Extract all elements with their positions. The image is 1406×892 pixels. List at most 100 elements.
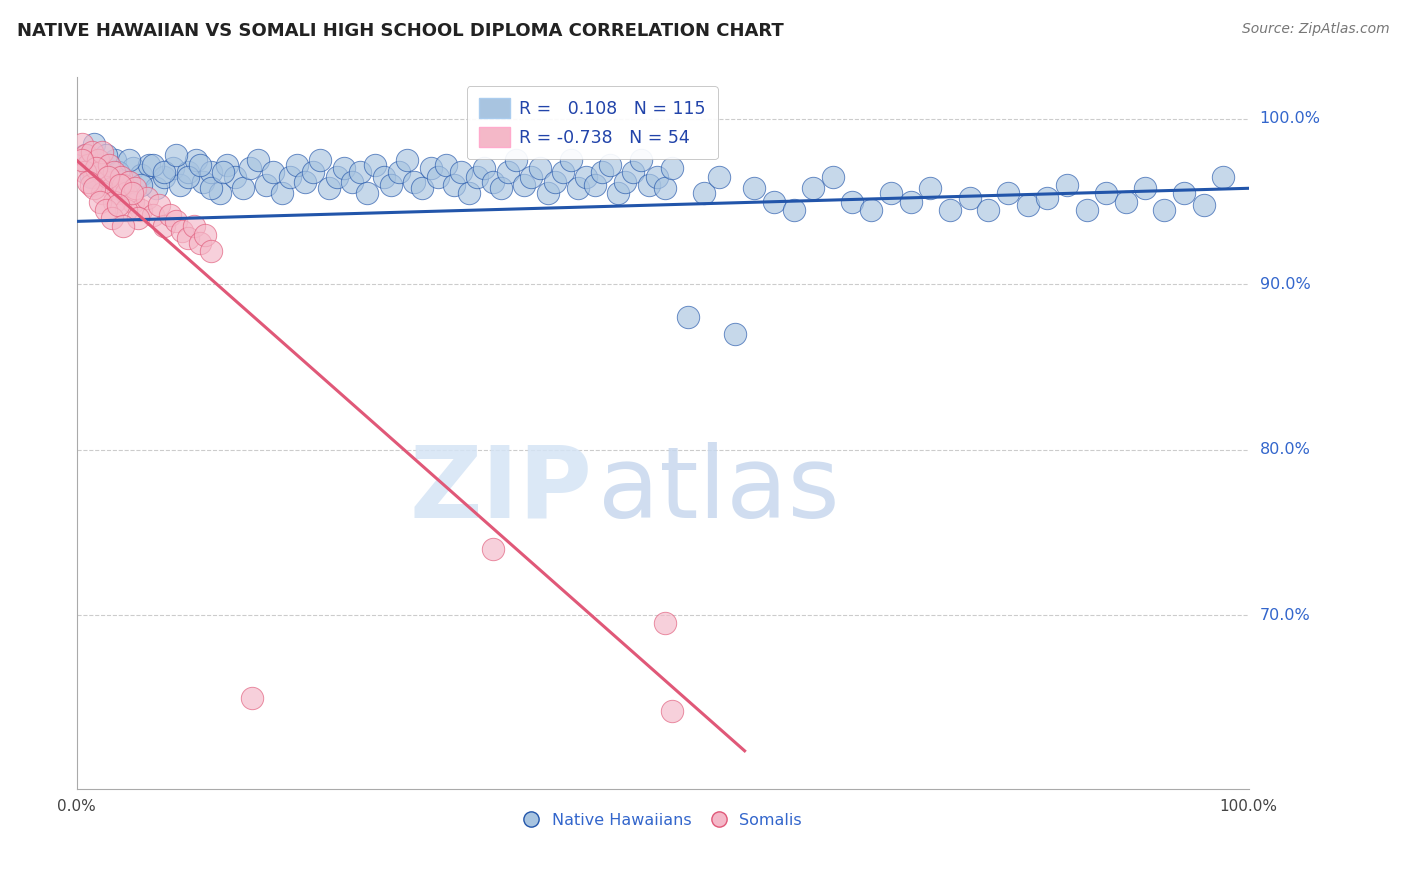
Point (83, 181, 105, 195)
Point (91, 145, 114, 159)
Point (89, 165, 111, 179)
Point (124, 181, 146, 195)
Point (1212, 169, 1234, 184)
Point (959, 191, 981, 205)
Point (529, 161, 551, 176)
Point (142, 158, 165, 172)
Point (1115, 194, 1137, 209)
Point (544, 175, 567, 189)
Point (79, 169, 101, 184)
Point (1153, 202, 1175, 217)
Point (254, 178, 277, 192)
Point (72, 153, 94, 168)
Point (326, 169, 349, 184)
Point (194, 227, 217, 242)
Point (411, 181, 433, 195)
Point (91, 186, 114, 201)
Point (373, 169, 395, 184)
Point (177, 231, 200, 245)
Point (560, 153, 582, 168)
Point (177, 169, 200, 184)
Point (79, 178, 101, 192)
Point (77, 175, 100, 189)
Point (94, 148, 117, 162)
Point (153, 219, 176, 234)
Point (239, 161, 262, 176)
Point (340, 175, 363, 189)
Point (841, 194, 863, 209)
Point (388, 165, 411, 179)
Point (938, 202, 960, 217)
Point (103, 165, 125, 179)
Point (270, 186, 292, 201)
Point (72, 136, 94, 151)
Point (75, 148, 97, 162)
Point (114, 173, 136, 187)
Point (724, 326, 747, 341)
Point (614, 175, 637, 189)
Point (513, 178, 536, 192)
Point (654, 181, 676, 195)
Point (783, 202, 806, 217)
Point (505, 153, 527, 168)
Point (145, 181, 167, 195)
Point (138, 158, 160, 172)
Point (575, 169, 598, 184)
Point (1173, 186, 1195, 201)
Point (621, 165, 644, 179)
Point (302, 165, 325, 179)
Point (80, 145, 103, 159)
Point (100, 181, 122, 195)
Point (404, 175, 426, 189)
Point (567, 181, 589, 195)
Point (107, 198, 129, 212)
Point (661, 161, 683, 176)
Point (98, 177, 121, 191)
Point (73, 148, 96, 162)
Point (900, 194, 922, 209)
Point (637, 178, 659, 192)
Point (142, 208, 165, 222)
Point (208, 186, 231, 201)
Point (821, 169, 844, 184)
Point (262, 165, 284, 179)
Point (496, 165, 519, 179)
Point (1076, 202, 1098, 217)
Point (474, 161, 496, 176)
Point (247, 153, 270, 168)
Point (200, 244, 222, 259)
Point (661, 704, 683, 718)
Point (707, 169, 730, 184)
Point (162, 161, 184, 176)
Point (184, 153, 207, 168)
Point (103, 194, 125, 209)
Text: 80.0%: 80.0% (1260, 442, 1310, 458)
Point (165, 214, 187, 228)
Point (880, 186, 903, 201)
Point (153, 169, 176, 184)
Point (1036, 191, 1059, 205)
Text: 70.0%: 70.0% (1260, 607, 1310, 623)
Point (129, 168, 152, 182)
Point (1056, 178, 1078, 192)
Point (188, 158, 211, 172)
Point (762, 194, 785, 209)
Point (83, 169, 105, 184)
Point (73, 165, 96, 179)
Point (112, 219, 135, 234)
Point (91, 165, 114, 179)
Point (294, 175, 316, 189)
Point (997, 186, 1019, 201)
Point (114, 186, 136, 201)
Point (349, 165, 371, 179)
Point (121, 161, 143, 176)
Point (285, 158, 308, 172)
Point (450, 165, 472, 179)
Point (86, 158, 108, 172)
Point (148, 198, 170, 212)
Point (1135, 181, 1157, 195)
Point (169, 178, 191, 192)
Point (860, 202, 883, 217)
Point (977, 202, 1000, 217)
Point (232, 181, 254, 195)
